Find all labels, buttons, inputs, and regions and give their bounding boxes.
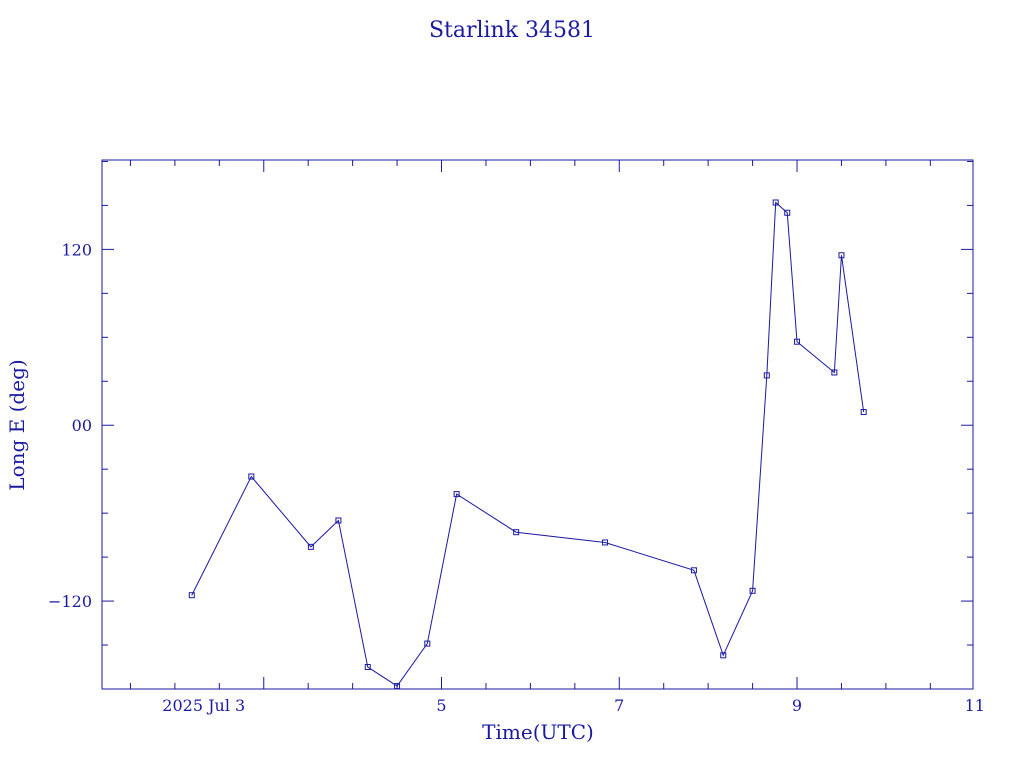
data-point — [513, 529, 520, 536]
data-point — [690, 567, 697, 574]
data-point — [763, 372, 770, 379]
x-tick-label: 9 — [792, 696, 802, 715]
x-tick-label: 11 — [965, 696, 985, 715]
data-series — [188, 199, 867, 690]
data-point — [364, 664, 371, 671]
x-axis-label: Time(UTC) — [482, 720, 594, 744]
data-point — [838, 252, 845, 259]
plot-frame — [101, 159, 974, 690]
axis-ticks — [102, 160, 973, 689]
data-point — [335, 517, 342, 524]
data-point — [794, 338, 801, 345]
y-tick-label: −120 — [48, 592, 92, 611]
data-point — [453, 491, 460, 498]
data-point — [784, 209, 791, 216]
y-tick-label: 120 — [61, 240, 92, 259]
data-point — [394, 683, 401, 690]
series-line — [191, 201, 865, 687]
y-tick-label: 00 — [72, 416, 92, 435]
data-point — [772, 199, 779, 206]
data-point — [424, 640, 431, 647]
y-axis-label: Long E (deg) — [5, 359, 29, 490]
tick-labels: 2025 Jul 3 5 7 9 11 120 00 −120 — [48, 240, 985, 715]
x-tick-label: 2025 Jul 3 — [162, 696, 245, 715]
data-point — [307, 543, 314, 550]
chart-title: Starlink 34581 — [429, 18, 595, 43]
data-point — [749, 587, 756, 594]
x-tick-label: 5 — [436, 696, 446, 715]
data-point — [188, 592, 195, 599]
data-point — [248, 473, 255, 480]
data-point — [860, 409, 867, 416]
data-point — [602, 539, 609, 546]
x-tick-label: 7 — [614, 696, 624, 715]
data-point — [720, 652, 727, 659]
data-point — [831, 369, 838, 376]
